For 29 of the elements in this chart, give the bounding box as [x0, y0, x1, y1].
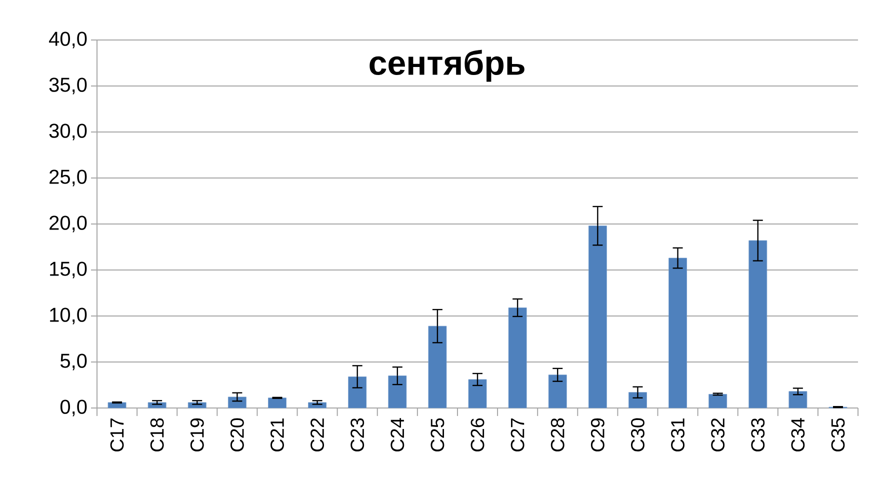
x-tick-label: C18 [150, 418, 164, 452]
x-tick-label: C29 [590, 418, 604, 452]
x-tick-label: C22 [310, 418, 324, 452]
x-tick-label: C34 [791, 418, 805, 452]
x-tick-label: C28 [550, 418, 564, 452]
x-tick-label: C32 [711, 418, 725, 452]
x-tick-label: C21 [270, 418, 284, 452]
x-tick-label: C30 [630, 418, 644, 452]
y-tick-label: 25,0 [50, 170, 87, 186]
y-tick-label: 30,0 [49, 124, 87, 140]
x-tick-label: C35 [831, 418, 845, 452]
x-tick-label: C19 [190, 418, 204, 452]
chart-title: сентябрь [370, 50, 524, 82]
x-tick-label: C33 [751, 418, 765, 452]
y-tick-label: 10,0 [50, 308, 87, 324]
x-tick-label: C17 [110, 418, 124, 452]
y-tick-label: 40,0 [49, 32, 87, 48]
x-tick-label: C23 [350, 418, 364, 452]
x-tick-label: C31 [671, 418, 684, 452]
x-tick-label: C27 [510, 418, 524, 452]
x-tick-label: C26 [470, 418, 484, 452]
x-tick-label: C25 [430, 418, 444, 452]
y-tick-label: 20,0 [50, 216, 87, 232]
y-tick-label: 35,0 [49, 78, 87, 94]
x-tick-label: C24 [390, 418, 404, 452]
y-tick-label: 15,0 [50, 262, 87, 278]
x-tick-label: C20 [230, 418, 244, 452]
y-tick-label: 0,0 [60, 400, 87, 416]
y-tick-label: 5,0 [60, 354, 87, 370]
